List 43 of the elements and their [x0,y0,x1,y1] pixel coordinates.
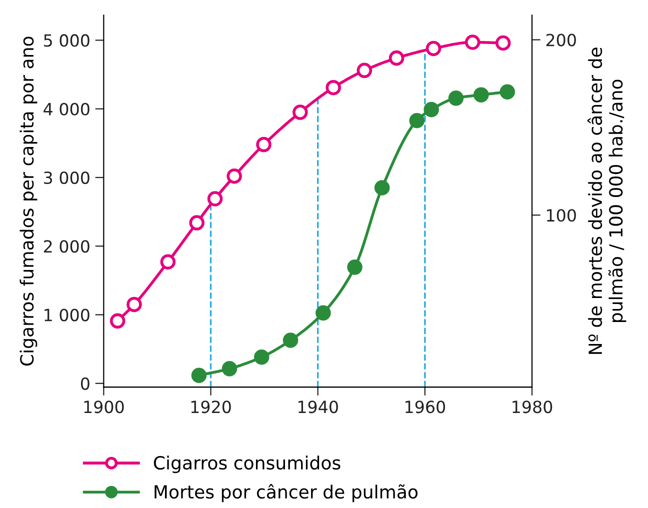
point [207,191,223,206]
point [316,305,331,321]
y-tick-label: 0 [80,377,90,390]
y2-axis-title: Nº de mortes devido ao câncer de pulmão / 100 000 hab./ano [587,48,626,354]
x-tick-label: 1940 [298,400,338,414]
y2-tick-label: 200 [546,34,576,46]
y2-tick-label: 100 [547,209,576,222]
point [191,368,207,383]
point [448,90,464,106]
point [282,332,298,348]
point [189,215,204,230]
point [226,168,242,184]
y-axis-title: Cigarros fumados per capita por ano [20,36,38,366]
point [495,35,511,51]
point [356,62,372,78]
point [426,40,442,56]
point [292,104,308,120]
point [374,180,390,196]
point [464,34,480,50]
x-tick-label: 1920 [191,400,231,414]
point [110,313,126,329]
point [254,349,270,365]
y-tick-label: 2 000 [44,240,90,253]
point [388,50,404,66]
y-tick-label: 1 000 [44,308,90,322]
legend-label: Cigarros consumidos [154,456,340,474]
point [474,87,489,102]
x-tick-label: 1960 [406,400,446,414]
point [409,112,425,128]
x-tick-label: 1980 [512,400,552,414]
point [160,254,176,270]
point [326,80,342,96]
legend-label: Mortes por câncer de pulmão [154,484,418,502]
x-tick-label: 1900 [84,400,124,414]
point [126,296,142,312]
y-tick-label: 3 000 [44,171,90,184]
point [222,361,238,376]
point [424,102,439,118]
point [500,84,516,100]
y-tick-label: 5 000 [44,34,90,47]
point [347,260,362,275]
y-tick-label: 4 000 [44,102,90,116]
point [256,136,272,152]
